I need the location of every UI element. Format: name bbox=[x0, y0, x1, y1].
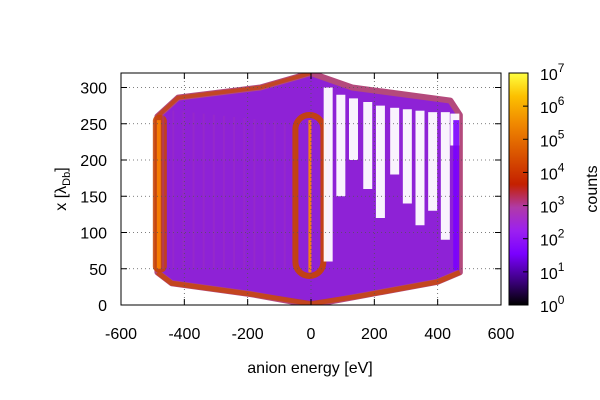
empty-gap bbox=[349, 98, 358, 160]
colorbar-tick-label: 103 bbox=[540, 194, 565, 217]
empty-gap bbox=[428, 112, 438, 211]
x-tick-label: 200 bbox=[361, 326, 388, 343]
colorbar-tick-label: 107 bbox=[540, 61, 565, 84]
streak bbox=[222, 115, 225, 269]
colorbar-ticks: 100 101 102 103 104 105 106 107 bbox=[523, 61, 565, 316]
x-tick-label: 0 bbox=[307, 326, 316, 343]
x-tick-label: -200 bbox=[232, 326, 264, 343]
colorbar-tick-label: 106 bbox=[540, 94, 565, 117]
grid-lines bbox=[121, 73, 501, 305]
streak bbox=[162, 109, 165, 269]
empty-gap bbox=[390, 107, 400, 175]
x-tick-label: -400 bbox=[168, 326, 200, 343]
y-axis-label-close: ] bbox=[53, 167, 70, 171]
empty-gap bbox=[363, 102, 373, 189]
empty-gap bbox=[336, 94, 346, 197]
streak bbox=[202, 113, 205, 269]
streak bbox=[243, 117, 246, 269]
colorbar-tick-label: 100 bbox=[540, 293, 565, 316]
y-tick-label: 150 bbox=[80, 189, 107, 206]
left-ridge-core bbox=[156, 120, 161, 269]
streak bbox=[233, 116, 236, 269]
x-tick-label: -600 bbox=[105, 326, 137, 343]
colorbar bbox=[508, 72, 529, 306]
y-axis-label-sub: Db bbox=[61, 172, 73, 186]
y-tick-label: 0 bbox=[98, 298, 107, 315]
empty-gap bbox=[402, 109, 412, 204]
x-tick-label: 400 bbox=[424, 326, 451, 343]
streak bbox=[283, 122, 286, 269]
colorbar-tick-label: 105 bbox=[540, 127, 565, 150]
streak bbox=[253, 119, 256, 269]
streak bbox=[212, 114, 215, 269]
streak bbox=[172, 110, 175, 269]
empty-gap bbox=[375, 105, 385, 218]
streak bbox=[192, 112, 195, 269]
y-tick-label: 250 bbox=[80, 117, 107, 134]
colorbar-tick-label: 102 bbox=[540, 227, 565, 250]
colorbar-label: counts bbox=[584, 165, 600, 212]
colorbar-tick-label: 104 bbox=[540, 160, 565, 183]
streak bbox=[182, 111, 185, 269]
empty-gap bbox=[440, 112, 450, 240]
colorbar-tick-label: 101 bbox=[540, 260, 565, 283]
x-axis: -600 -400 -200 0 200 400 600 bbox=[105, 73, 514, 343]
empty-gap bbox=[323, 87, 333, 262]
heatmap-region bbox=[152, 73, 463, 305]
y-tick-label: 300 bbox=[80, 81, 107, 98]
y-axis-label-main: x [λ bbox=[53, 186, 70, 211]
right-edge bbox=[453, 120, 460, 271]
x-axis-label: anion energy [eV] bbox=[247, 360, 372, 377]
y-tick-label: 100 bbox=[80, 226, 107, 243]
empty-gap bbox=[415, 110, 425, 226]
y-tick-label: 50 bbox=[89, 262, 107, 279]
x-tick-label: 600 bbox=[488, 326, 515, 343]
y-tick-label: 200 bbox=[80, 153, 107, 170]
y-axis-label: x [λDb] bbox=[53, 167, 73, 210]
top-edge-band bbox=[156, 73, 312, 118]
streak bbox=[273, 121, 276, 269]
y-axis: 0 50 100 150 200 250 300 bbox=[80, 81, 501, 315]
streak bbox=[263, 120, 266, 269]
center-ridge bbox=[292, 112, 327, 279]
